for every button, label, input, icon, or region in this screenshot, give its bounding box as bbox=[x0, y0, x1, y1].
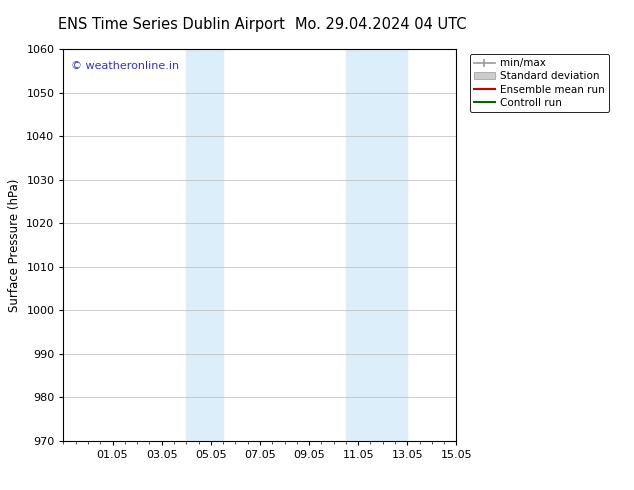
Text: Mo. 29.04.2024 04 UTC: Mo. 29.04.2024 04 UTC bbox=[295, 17, 466, 32]
Legend: min/max, Standard deviation, Ensemble mean run, Controll run: min/max, Standard deviation, Ensemble me… bbox=[470, 54, 609, 112]
Bar bbox=[186, 49, 223, 441]
Bar bbox=[346, 49, 407, 441]
Text: © weatheronline.in: © weatheronline.in bbox=[71, 61, 179, 71]
Y-axis label: Surface Pressure (hPa): Surface Pressure (hPa) bbox=[8, 178, 21, 312]
Text: ENS Time Series Dublin Airport: ENS Time Series Dublin Airport bbox=[58, 17, 285, 32]
